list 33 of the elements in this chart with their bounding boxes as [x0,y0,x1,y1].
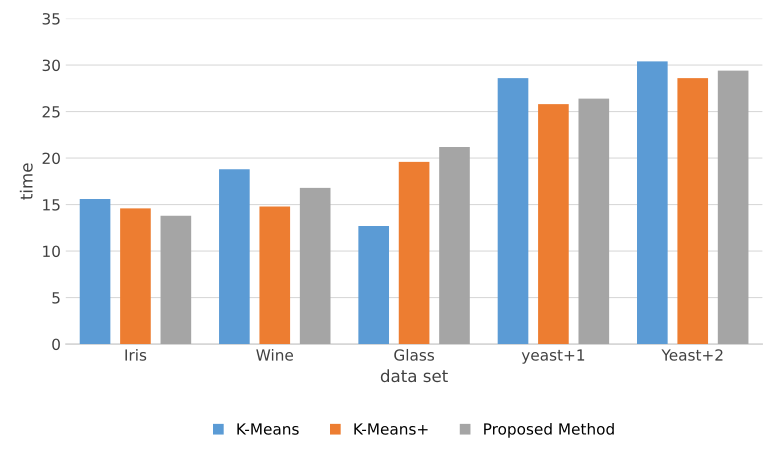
bar [578,98,610,344]
bar [439,146,470,344]
bar [80,199,110,344]
x-tick-label: Yeast+2 [661,349,722,361]
y-tick-label: 20 [42,152,60,164]
bar [637,61,668,344]
y-tick-label: 10 [43,246,60,258]
bar [259,206,290,344]
y-tick-label: 0 [52,338,60,350]
legend-label: Proposed Method [484,422,614,438]
bar [398,162,430,344]
y-axis-title: time [20,163,33,200]
x-tick-label: yeast+1 [522,349,584,364]
x-tick-label: Glass [394,348,434,361]
y-tick-label: 30 [42,60,60,72]
bar [358,226,390,344]
bar [718,70,748,344]
bar [498,78,528,344]
y-tick-label: 5 [52,292,60,304]
bar [538,104,569,344]
x-axis-title: data set [380,369,448,382]
bar [219,169,250,344]
x-tick-label: Wine [256,348,293,361]
legend-label: K-Means [237,423,299,435]
x-tick-label: Iris [125,348,146,361]
y-tick-label: 35 [42,13,60,25]
bar [677,78,708,344]
bar [300,188,330,344]
bar [120,208,151,344]
bar [160,216,192,344]
y-tick-label: 25 [42,106,60,118]
y-tick-label: 15 [43,199,60,211]
legend-label: K-Means+ [354,423,428,435]
